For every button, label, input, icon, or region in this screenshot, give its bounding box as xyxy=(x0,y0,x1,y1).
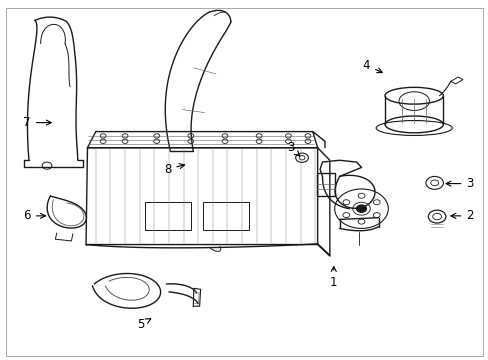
Text: 2: 2 xyxy=(450,210,473,222)
Bar xyxy=(316,173,334,196)
Text: 3: 3 xyxy=(445,177,473,190)
Text: 5: 5 xyxy=(137,318,150,331)
Text: 6: 6 xyxy=(23,210,45,222)
Circle shape xyxy=(356,205,366,212)
Text: 8: 8 xyxy=(163,163,184,176)
Text: 7: 7 xyxy=(23,116,51,129)
Text: 4: 4 xyxy=(362,59,382,73)
Text: 1: 1 xyxy=(329,266,337,289)
Bar xyxy=(144,202,190,230)
Bar xyxy=(203,202,249,230)
Text: 3: 3 xyxy=(286,141,299,156)
